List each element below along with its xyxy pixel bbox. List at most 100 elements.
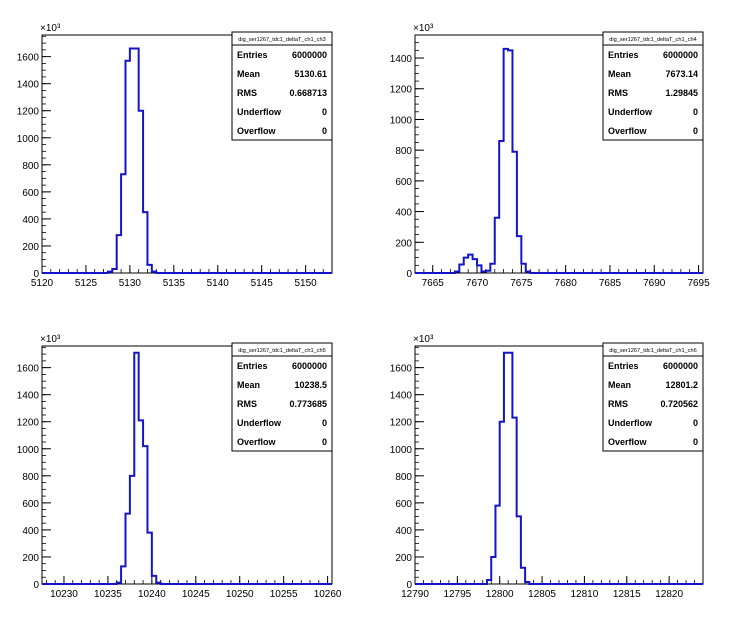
histogram-bin — [117, 583, 121, 584]
stats-label: Overflow — [237, 437, 277, 447]
stats-label: Mean — [608, 69, 631, 79]
histogram-bin — [125, 514, 129, 584]
stats-label: Overflow — [237, 126, 277, 136]
histogram-bin — [152, 272, 156, 273]
stats-value: 0.720562 — [660, 399, 698, 409]
histogram-bin — [491, 557, 495, 584]
x-tick-label: 7685 — [599, 278, 622, 289]
y-tick-label: 1400 — [17, 80, 40, 91]
x-tick-label: 10260 — [314, 589, 342, 600]
stats-box-frame — [602, 31, 704, 141]
histogram-bin — [508, 50, 512, 273]
histogram-bin — [125, 61, 129, 273]
stats-box: dig_ser1267_tdc1_deltaT_ch1_ch4 Entries 60… — [602, 31, 704, 141]
stats-value: 6000000 — [663, 361, 698, 371]
stats-label: RMS — [237, 88, 257, 98]
x-tick-label: 10240 — [138, 589, 166, 600]
stats-label: Mean — [237, 380, 260, 390]
y-tick-label: 0 — [33, 580, 39, 591]
y-tick-label: 0 — [406, 580, 412, 591]
histogram-bin — [134, 49, 138, 273]
y-tick-label: 1400 — [390, 391, 413, 402]
y-tick-label: 600 — [395, 177, 412, 188]
y-multiplier-label: ×10³ — [40, 23, 61, 34]
stats-value: 0 — [322, 418, 327, 428]
histogram-bin — [143, 446, 147, 584]
stats-label: Underflow — [237, 418, 282, 428]
x-tick-label: 5145 — [251, 278, 274, 289]
histogram-bin — [156, 583, 160, 584]
y-tick-label: 1200 — [390, 85, 413, 96]
stats-label: RMS — [608, 399, 628, 409]
stats-label: Entries — [237, 50, 268, 60]
histogram-bin — [143, 212, 147, 273]
y-tick-label: 1400 — [390, 54, 413, 65]
histogram-bin — [495, 506, 499, 584]
y-tick-label: 1600 — [17, 364, 40, 375]
histogram-bin — [525, 582, 529, 584]
histogram-panel: 0 200 400 600 800 1000 1200 1400 1600 5120 5125 513… — [17, 23, 333, 289]
y-tick-label: 400 — [22, 526, 39, 537]
x-tick-label: 5130 — [119, 278, 142, 289]
y-tick-label: 1200 — [17, 418, 40, 429]
histogram-bin — [139, 111, 143, 273]
x-tick-label: 12800 — [486, 589, 514, 600]
histogram-bin — [495, 218, 499, 273]
x-tick-label: 5120 — [31, 278, 54, 289]
stats-label: Entries — [608, 361, 639, 371]
histogram-bin — [152, 576, 156, 584]
histogram-bin — [147, 533, 151, 584]
y-tick-label: 400 — [22, 215, 39, 226]
stats-label: RMS — [608, 88, 628, 98]
histogram-panel: 0 200 400 600 800 1000 1200 1400 1600 10230 10235 1… — [17, 334, 342, 600]
histogram-bin — [130, 476, 134, 584]
stats-label: Entries — [237, 361, 268, 371]
y-tick-label: 0 — [406, 269, 412, 280]
histogram-bin — [477, 265, 481, 273]
histogram-bin — [117, 235, 121, 273]
y-tick-label: 1000 — [390, 115, 413, 126]
x-tick-label: 5125 — [75, 278, 98, 289]
histogram-bin — [473, 259, 477, 273]
histogram-bin — [526, 271, 530, 273]
x-tick-label: 10235 — [94, 589, 122, 600]
stats-label: Mean — [237, 69, 260, 79]
stats-label: Overflow — [608, 437, 648, 447]
stats-value: 0 — [322, 107, 327, 117]
y-tick-label: 200 — [22, 242, 39, 253]
histogram-panel: 0 200 400 600 800 1000 1200 1400 1600 12790 12795 1… — [390, 334, 704, 600]
x-tick-label: 5135 — [163, 278, 186, 289]
stats-label: Entries — [608, 50, 639, 60]
histogram-bin — [108, 272, 112, 273]
y-multiplier-label: ×10³ — [413, 23, 434, 34]
histogram-bin — [459, 265, 463, 273]
stats-value: 5130.61 — [294, 69, 327, 79]
x-tick-label: 10245 — [182, 589, 210, 600]
y-tick-label: 1600 — [17, 53, 40, 64]
stats-value: 0 — [693, 126, 698, 136]
histogram-bin — [147, 265, 151, 273]
x-tick-label: 7680 — [555, 278, 578, 289]
histogram-bin — [486, 271, 490, 273]
stats-value: 6000000 — [292, 361, 327, 371]
x-tick-label: 12810 — [571, 589, 599, 600]
stats-label: Mean — [608, 380, 631, 390]
x-tick-label: 10230 — [50, 589, 78, 600]
histogram-bin — [455, 271, 459, 273]
histogram-bin — [521, 568, 525, 584]
x-tick-label: 12820 — [655, 589, 683, 600]
stats-value: 0 — [322, 437, 327, 447]
histogram-bin — [500, 422, 504, 584]
histogram-title: dig_ser1267_tdc1_deltaT_ch1_ch5 — [238, 348, 325, 354]
stats-value: 0 — [693, 107, 698, 117]
stats-box-frame — [602, 342, 704, 452]
histogram-bin — [134, 353, 138, 584]
y-tick-label: 1000 — [17, 445, 40, 456]
y-multiplier-label: ×10³ — [40, 334, 61, 345]
histogram-bin — [490, 264, 494, 273]
stats-value: 6000000 — [663, 50, 698, 60]
y-tick-label: 400 — [395, 208, 412, 219]
x-tick-label: 12805 — [528, 589, 556, 600]
stats-value: 7673.14 — [665, 69, 698, 79]
x-tick-label: 7675 — [510, 278, 533, 289]
